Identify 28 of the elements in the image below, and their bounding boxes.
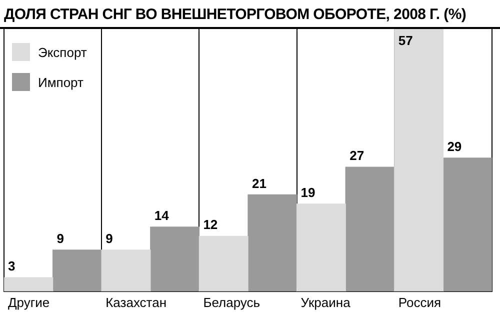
data-label: 9 bbox=[106, 231, 113, 246]
data-label: 19 bbox=[300, 185, 316, 200]
bar bbox=[198, 236, 248, 292]
bar bbox=[4, 277, 54, 292]
bar bbox=[150, 226, 200, 292]
x-tick-label: Россия bbox=[398, 294, 442, 310]
legend-label: Экспорт bbox=[38, 44, 87, 60]
data-label: 3 bbox=[8, 258, 16, 274]
legend-label: Импорт bbox=[38, 74, 84, 90]
bar bbox=[394, 29, 444, 292]
data-label: 57 bbox=[398, 33, 413, 48]
x-tick-label: Украина bbox=[300, 294, 352, 310]
data-label: 29 bbox=[447, 138, 462, 154]
data-label: 9 bbox=[56, 231, 64, 246]
x-tick-label: Беларусь bbox=[203, 294, 260, 310]
bar bbox=[296, 204, 346, 292]
bar bbox=[442, 158, 492, 292]
data-label: 14 bbox=[154, 208, 170, 224]
bar bbox=[345, 166, 395, 292]
data-label: 27 bbox=[350, 148, 364, 164]
chart-title: ДОЛЯ СТРАН СНГ ВО ВНЕШНЕТОРГОВОМ ОБОРОТЕ, 2008 Г. (%) bbox=[0, 0, 500, 29]
data-label: 12 bbox=[203, 217, 218, 232]
bar bbox=[101, 250, 151, 292]
bar bbox=[52, 250, 102, 292]
bar bbox=[248, 194, 298, 292]
data-label: 21 bbox=[252, 176, 266, 191]
x-tick-label: Другие bbox=[8, 294, 50, 310]
x-tick-label: Казахстан bbox=[106, 294, 167, 310]
